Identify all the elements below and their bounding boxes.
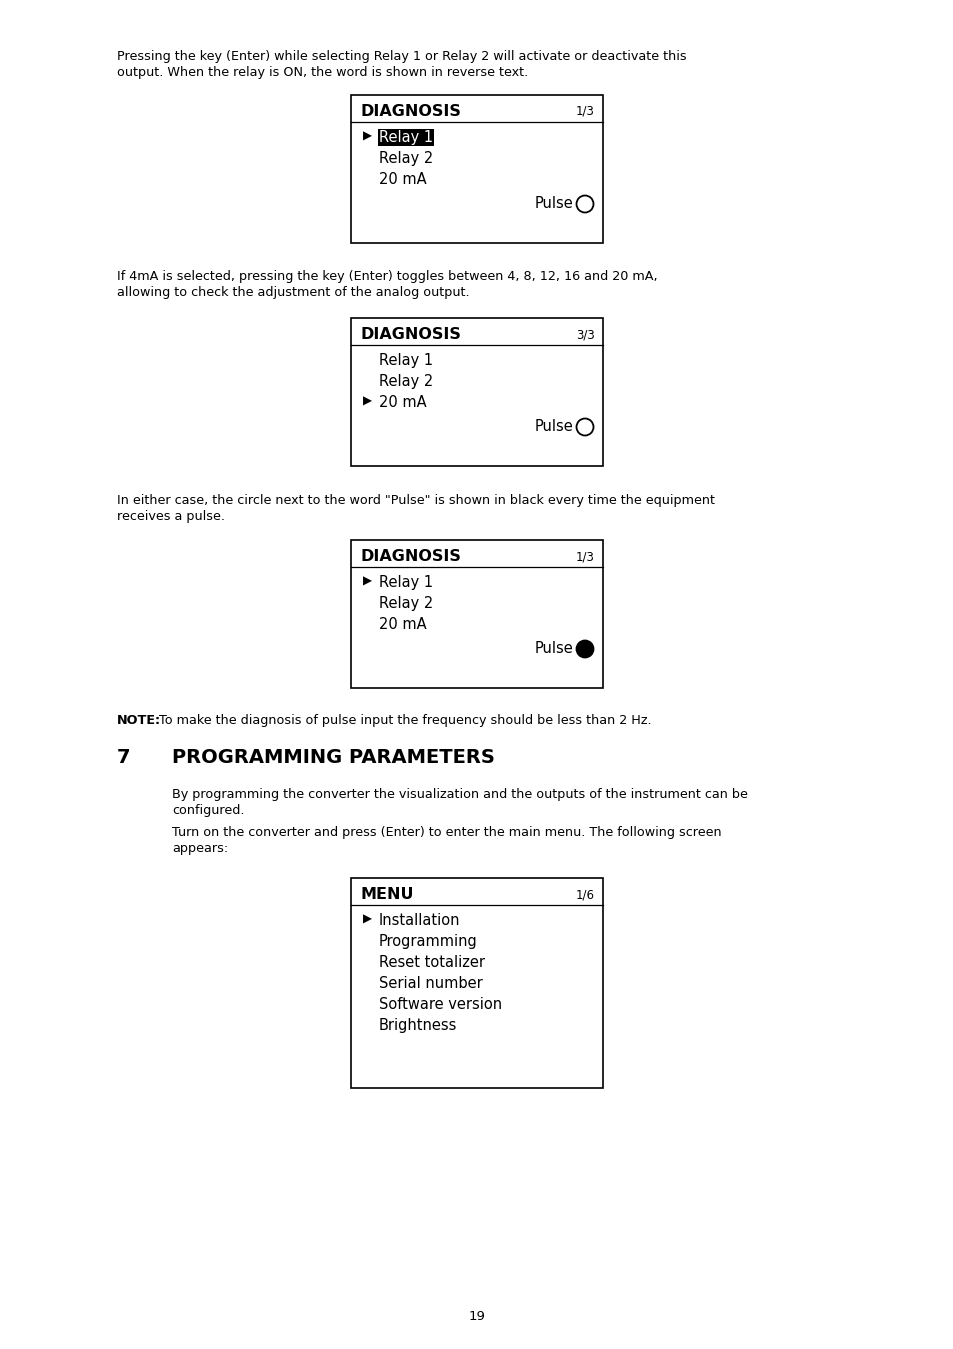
Text: output. When the relay is ON, the word is shown in reverse text.: output. When the relay is ON, the word i… [117,66,528,80]
Bar [377,130,434,146]
Text: If 4mA is selected, pressing the key (Enter) toggles between 4, 8, 12, 16 and 20: If 4mA is selected, pressing the key (En… [117,270,657,283]
Text: allowing to check the adjustment of the analog output.: allowing to check the adjustment of the … [117,286,469,299]
Text: Relay 2: Relay 2 [378,151,433,166]
Bar [351,94,602,243]
Text: DIAGNOSIS: DIAGNOSIS [360,326,461,343]
Text: Turn on the converter and press (Enter) to enter the main menu. The following sc: Turn on the converter and press (Enter) … [172,826,720,839]
Text: MENU: MENU [360,888,414,902]
Text: 1/6: 1/6 [576,888,595,901]
Text: Reset totalizer: Reset totalizer [378,955,484,970]
Bar [351,878,602,1089]
Text: Relay 2: Relay 2 [378,374,433,389]
Text: Installation: Installation [378,913,460,928]
Text: NOTE:: NOTE: [117,714,161,727]
Text: DIAGNOSIS: DIAGNOSIS [360,104,461,119]
Text: configured.: configured. [172,804,244,817]
Text: Relay 1: Relay 1 [378,353,433,368]
Circle shape [576,418,593,436]
Text: Pulse: Pulse [535,196,573,210]
Text: ▶: ▶ [363,575,372,588]
Bar [351,318,602,465]
Text: Relay 1: Relay 1 [378,130,433,144]
Text: By programming the converter the visualization and the outputs of the instrument: By programming the converter the visuali… [172,788,747,801]
Text: 20 mA: 20 mA [378,616,426,631]
Text: Serial number: Serial number [378,975,482,992]
Text: Software version: Software version [378,997,501,1012]
Text: PROGRAMMING PARAMETERS: PROGRAMMING PARAMETERS [172,747,495,768]
Text: Relay 2: Relay 2 [378,596,433,611]
Text: To make the diagnosis of pulse input the frequency should be less than 2 Hz.: To make the diagnosis of pulse input the… [154,714,651,727]
Circle shape [576,196,593,213]
Text: 1/3: 1/3 [576,105,595,117]
Text: ▶: ▶ [363,130,372,143]
Text: Brightness: Brightness [378,1018,456,1033]
Text: 7: 7 [117,747,131,768]
Text: 20 mA: 20 mA [378,395,426,410]
Text: ▶: ▶ [363,395,372,407]
Text: 3/3: 3/3 [576,328,595,341]
Text: Pulse: Pulse [535,420,573,434]
Text: 19: 19 [468,1310,485,1323]
Text: 1/3: 1/3 [576,550,595,563]
Circle shape [576,641,593,657]
Text: In either case, the circle next to the word "Pulse" is shown in black every time: In either case, the circle next to the w… [117,494,714,507]
Text: Relay 1: Relay 1 [378,575,433,590]
Text: appears:: appears: [172,842,228,855]
Text: ▶: ▶ [363,913,372,925]
Text: Pressing the key (Enter) while selecting Relay 1 or Relay 2 will activate or dea: Pressing the key (Enter) while selecting… [117,50,686,63]
Text: Programming: Programming [378,934,477,948]
Text: Pulse: Pulse [535,641,573,656]
Text: 20 mA: 20 mA [378,173,426,188]
Bar [351,540,602,688]
Text: receives a pulse.: receives a pulse. [117,510,225,523]
Text: DIAGNOSIS: DIAGNOSIS [360,549,461,564]
